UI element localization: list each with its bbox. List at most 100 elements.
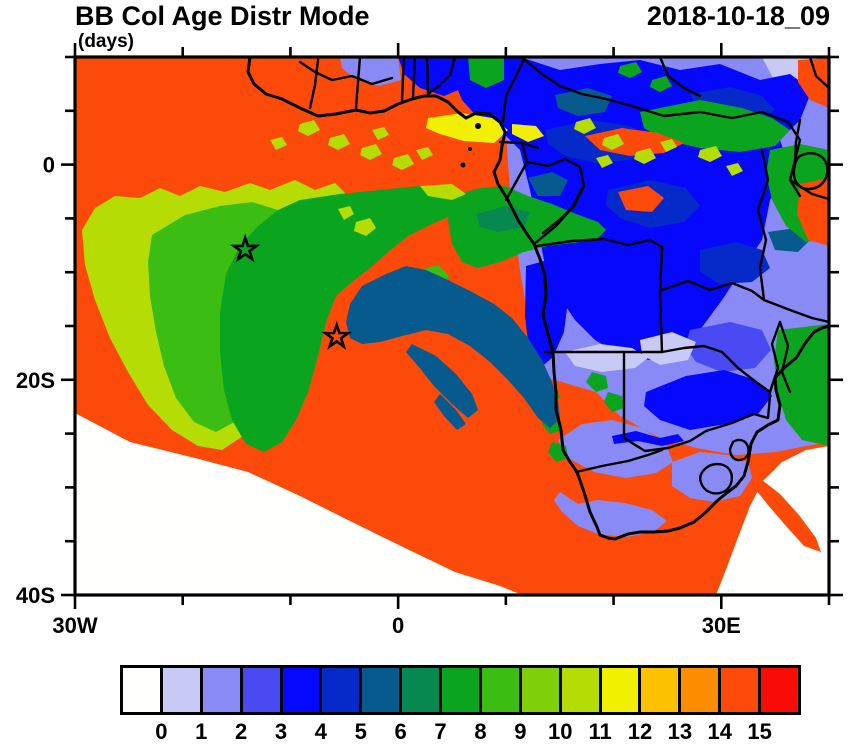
country-border-2 bbox=[400, 57, 406, 102]
map-region-teal-claw-1 bbox=[406, 344, 478, 418]
map-region-orange-se-hook bbox=[756, 480, 821, 552]
country-border-26 bbox=[622, 429, 708, 453]
colorbar-label-14: 14 bbox=[707, 719, 732, 744]
colorbar-label-13: 13 bbox=[667, 719, 693, 744]
colorbar-cell-7 bbox=[402, 668, 439, 712]
country-border-35 bbox=[778, 320, 792, 394]
map-region-periwinkle-cape-coast bbox=[554, 492, 667, 537]
map-region-orange-ne-top bbox=[798, 58, 829, 108]
colorbar-cell-6 bbox=[362, 668, 400, 712]
marker-star-st-helena bbox=[321, 320, 353, 350]
country-border-21 bbox=[658, 245, 664, 354]
map-region-lime-speckles-west bbox=[270, 120, 433, 170]
colorbar-label-5: 5 bbox=[354, 719, 367, 744]
country-border-13 bbox=[793, 118, 802, 162]
country-border-28 bbox=[704, 412, 770, 433]
country-border-0 bbox=[308, 58, 320, 110]
colorbar-label-15: 15 bbox=[747, 719, 772, 744]
country-border-33 bbox=[758, 238, 768, 302]
map-region-orange-lens-basin bbox=[585, 128, 684, 156]
country-border-37 bbox=[699, 462, 733, 495]
colorbar-label-0: 0 bbox=[155, 719, 168, 744]
marker-star-ascension bbox=[229, 233, 261, 263]
country-border-10 bbox=[658, 57, 702, 98]
colorbar-cell-11 bbox=[561, 668, 599, 712]
country-border-11 bbox=[808, 57, 829, 90]
page-title: BB Col Age Distr Mode bbox=[75, 1, 370, 31]
colorbar-label-11: 11 bbox=[588, 719, 612, 744]
colorbar-cell-12 bbox=[601, 668, 639, 712]
island-1 bbox=[468, 147, 472, 151]
colorbar-cell-3 bbox=[242, 668, 280, 712]
map-region-lime-dot-a bbox=[354, 218, 376, 236]
country-border-5 bbox=[426, 57, 457, 96]
country-border-23 bbox=[660, 344, 724, 354]
country-border-29 bbox=[766, 390, 772, 420]
x-axis-label-30E: 30E bbox=[702, 613, 741, 638]
country-border-38 bbox=[728, 438, 750, 462]
units-label: (days) bbox=[78, 31, 134, 52]
map-region-green-nigeria bbox=[468, 57, 504, 88]
map-region-white-southeast bbox=[716, 446, 829, 595]
map-region-orange-basin-small bbox=[618, 186, 664, 212]
country-border-8 bbox=[523, 58, 634, 108]
colorbar-cell-10 bbox=[521, 668, 559, 712]
colorbar bbox=[120, 665, 801, 715]
country-border-27 bbox=[720, 350, 772, 394]
map-region-lime-dot-b bbox=[338, 206, 354, 220]
map-region-yellow-gulf-coast bbox=[426, 113, 544, 143]
country-border-34 bbox=[756, 148, 770, 242]
country-border-4 bbox=[425, 57, 430, 96]
map-region-blue-squiggle-s-angola bbox=[612, 431, 684, 446]
datetime-label: 2018-10-18_09 bbox=[646, 1, 830, 31]
colorbar-label-2: 2 bbox=[235, 719, 248, 744]
map-field-group bbox=[75, 57, 829, 595]
country-border-31 bbox=[660, 279, 766, 302]
map-region-royal-basin-4 bbox=[700, 242, 770, 284]
colorbar-label-4: 4 bbox=[314, 719, 328, 744]
colorbar-cell-8 bbox=[442, 668, 479, 712]
country-border-12 bbox=[786, 120, 802, 162]
colorbar-cell-15 bbox=[721, 668, 758, 712]
colorbar-cell-14 bbox=[681, 668, 719, 712]
map-region-green-se-edge bbox=[774, 324, 829, 446]
country-border-18 bbox=[525, 157, 586, 235]
map-region-orange-ne-mid bbox=[797, 178, 829, 246]
colorbar-label-8: 8 bbox=[474, 719, 487, 744]
map-region-seagreen-swirl bbox=[476, 206, 530, 232]
colorbar-cell-9 bbox=[481, 668, 519, 712]
colorbar-cell-13 bbox=[641, 668, 679, 712]
country-border-30 bbox=[768, 320, 782, 394]
island-0 bbox=[475, 123, 481, 129]
country-border-1 bbox=[354, 57, 362, 110]
map-region-blue-natal-band bbox=[644, 370, 772, 430]
map-region-green-top-dots bbox=[618, 62, 672, 92]
map-region-green-main-plume bbox=[220, 186, 466, 452]
map-region-lime-speckles-east bbox=[574, 118, 743, 176]
country-border-9 bbox=[630, 104, 790, 124]
country-border-7 bbox=[298, 60, 394, 86]
colorbar-label-6: 6 bbox=[394, 719, 407, 744]
colorbar-cell-0 bbox=[123, 668, 160, 712]
country-border-17 bbox=[504, 141, 529, 202]
x-axis-label-30W: 30W bbox=[52, 613, 97, 638]
coastline bbox=[246, 57, 829, 541]
colorbar-label-9: 9 bbox=[514, 719, 527, 744]
country-border-6 bbox=[501, 57, 527, 124]
island-2 bbox=[460, 162, 466, 168]
map-region-teal-north-1 bbox=[555, 88, 612, 116]
colorbar-cell-4 bbox=[282, 668, 320, 712]
country-border-3 bbox=[411, 57, 417, 99]
map-region-teal-north-2 bbox=[528, 172, 568, 196]
map-region-teal-ocean-band bbox=[346, 266, 560, 428]
map-region-teal-claw-2 bbox=[434, 394, 466, 430]
map-region-blueviolet-zimbabwe bbox=[685, 322, 771, 372]
map-region-white-southwest bbox=[75, 413, 522, 595]
map-region-green-equatorial-tongue bbox=[448, 186, 606, 268]
x-axis-label-0: 0 bbox=[392, 613, 404, 638]
colorbar-label-12: 12 bbox=[627, 719, 653, 744]
y-axis-label-40S: 40S bbox=[16, 583, 55, 608]
colorbar-cell-5 bbox=[322, 668, 360, 712]
